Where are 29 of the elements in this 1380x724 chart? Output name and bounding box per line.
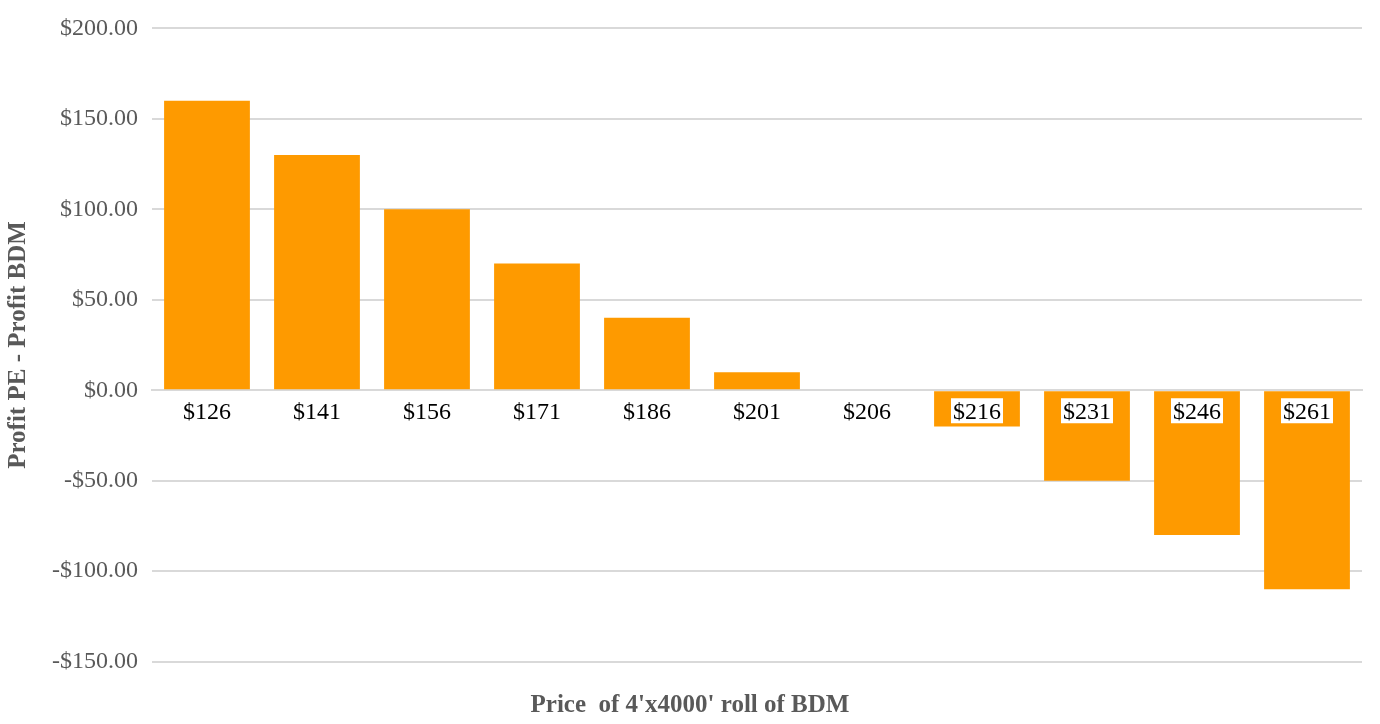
bar [164, 100, 250, 390]
bar [1154, 391, 1240, 535]
x-tick-label: $246 [1173, 397, 1221, 424]
y-tick-label: $0.00 [83, 375, 138, 402]
y-tick-label: -$50.00 [63, 465, 138, 492]
bar [384, 209, 470, 390]
y-axis-title: Profit PE - Profit BDM [3, 221, 31, 469]
bar [494, 263, 580, 390]
x-tick-label: $141 [292, 397, 341, 424]
x-tick-label: $186 [623, 397, 671, 424]
bar [1264, 391, 1350, 590]
x-tick-label: $216 [953, 397, 1001, 424]
bar [714, 372, 800, 390]
x-tick-label: $171 [512, 397, 561, 424]
y-tick-label: $200.00 [59, 13, 138, 40]
x-tick-label: $231 [1063, 397, 1111, 424]
y-tick-label: $150.00 [59, 104, 138, 131]
x-tick-label: $126 [182, 397, 231, 424]
y-tick-label: $50.00 [71, 285, 138, 312]
x-axis-title: Price of 4'x4000' roll of BDM [529, 690, 851, 718]
y-tick-label: -$150.00 [51, 646, 138, 673]
x-tick-label: $201 [733, 397, 781, 424]
y-tick-label: $100.00 [59, 194, 138, 221]
bar [604, 317, 690, 390]
bar [274, 155, 360, 390]
y-tick-label: -$100.00 [51, 556, 138, 583]
x-tick-label: $206 [843, 397, 891, 424]
x-tick-label: $261 [1283, 397, 1331, 424]
x-tick-label: $156 [402, 397, 451, 424]
